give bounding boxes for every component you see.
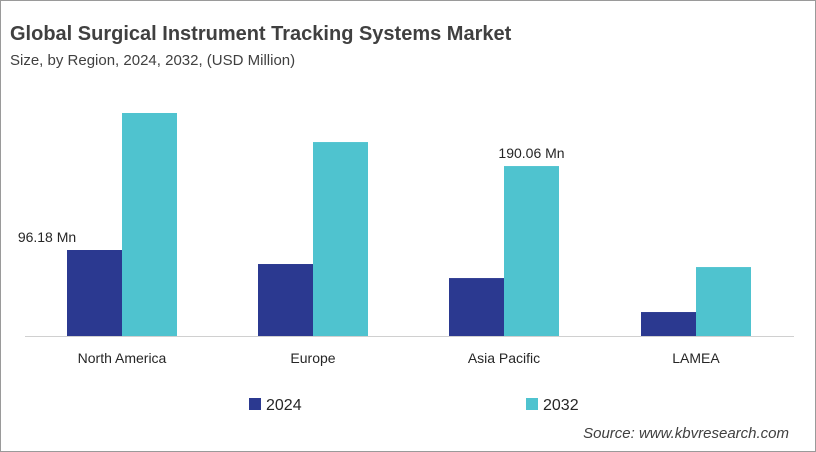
bar-2032-lamea <box>696 267 751 336</box>
bar-2024-north-america <box>67 250 122 336</box>
legend-swatch-2032 <box>526 398 538 410</box>
bar-2032-europe <box>313 142 368 336</box>
legend-label: 2032 <box>543 397 579 414</box>
bar-2024-asia-pacific <box>449 278 504 336</box>
bar-2032-north-america <box>122 112 177 336</box>
chart-title: Global Surgical Instrument Tracking Syst… <box>10 23 512 45</box>
legend-label: 2024 <box>266 397 302 414</box>
source-note: Source: www.kbvresearch.com <box>583 425 789 442</box>
category-label: Europe <box>290 350 335 366</box>
bar-2024-lamea <box>641 312 696 336</box>
data-label: 96.18 Mn <box>18 229 76 245</box>
bar-2024-europe <box>258 264 313 336</box>
data-label: 190.06 Mn <box>498 145 564 161</box>
bar-2032-asia-pacific <box>504 166 559 336</box>
category-label: Asia Pacific <box>468 350 540 366</box>
chart-subtitle: Size, by Region, 2024, 2032, (USD Millio… <box>10 52 296 69</box>
category-label: North America <box>78 350 167 366</box>
category-label: LAMEA <box>672 350 720 366</box>
legend-swatch-2024 <box>249 398 261 410</box>
